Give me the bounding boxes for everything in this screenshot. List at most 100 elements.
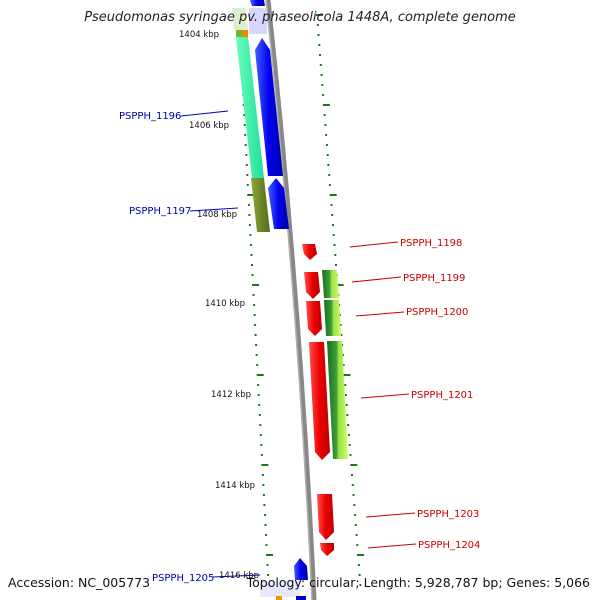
gene-arrow-PSPPH_1204[interactable] [320,543,334,556]
scale-tick-outer [335,264,337,266]
scale-tick-outer [323,114,326,116]
scale-label-1404: 1404 kbp [179,30,219,40]
cog-bar-1201 [327,341,348,459]
gene-label-PSPPH_1204[interactable]: PSPPH_1204 [418,540,480,551]
scale-tick-outer [321,84,324,86]
scale-tick-inner [248,224,251,226]
scale-tick-outer [322,94,325,96]
gene-label-PSPPH_1203[interactable]: PSPPH_1203 [417,509,479,520]
cog-bar-bottom-orange [276,596,282,600]
accession-text: Accession: NC_005773 [8,575,151,590]
scale-tick-outer [325,144,328,146]
scale-tick-inner [261,464,269,466]
scale-tick-inner [248,214,251,216]
leader-PSPPH_1205 [211,574,261,578]
gene-label-PSPPH_1200[interactable]: PSPPH_1200 [406,307,468,318]
scale-tick-outer [357,564,360,566]
leader-PSPPH_1200 [355,311,405,317]
scale-tick-inner [259,434,262,436]
scale-tick-inner [266,554,273,556]
scale-tick-outer [318,44,321,46]
scale-tick-outer [346,414,349,416]
scale-tick-outer [325,134,328,136]
scale-tick-outer [344,394,347,396]
scale-tick-outer [357,554,365,556]
scale-tick-outer [339,324,342,326]
gene-label-PSPPH_1199[interactable]: PSPPH_1199 [403,273,465,284]
scale-tick-inner [259,424,262,426]
scale-tick-outer [326,154,329,156]
gene-label-PSPPH_1201[interactable]: PSPPH_1201 [411,390,473,401]
scale-tick-inner [264,514,266,516]
gene-arrow-PSPPH_1200[interactable] [306,301,322,336]
leader-PSPPH_1203 [365,512,416,518]
gene-label-PSPPH_1196[interactable]: PSPPH_1196 [119,111,181,122]
cog-track-forward [322,270,348,459]
gene-arrow-bottom-pale [260,581,300,597]
gene-label-PSPPH_1197[interactable]: PSPPH_1197 [129,206,191,217]
genome-backbone [265,0,317,600]
scale-tick-inner [247,204,250,206]
scale-tick-inner [258,414,261,416]
scale-tick-outer [333,244,336,246]
scale-tick-inner [260,444,263,446]
gene-arrow-PSPPH_1198[interactable] [302,244,317,260]
cog-bar-1199 [322,270,339,298]
scale-tick-inner [245,164,248,166]
scale-tick-outer [359,584,362,586]
gene-arrow-PSPPH_1196[interactable] [255,38,283,176]
scale-tick-inner [256,374,264,376]
gene-arrow-bottom [296,596,306,600]
genome-backbone-highlight [265,0,313,600]
forward-strand-track [302,244,334,556]
gene-arrow-top [250,0,265,6]
scale-tick-inner [244,134,247,136]
gene-arrow-PSPPH_1201[interactable] [309,342,330,460]
gene-arrow-PSPPH_1203[interactable] [317,494,334,540]
scale-tick-inner [262,494,265,496]
scale-tick-outer [316,24,319,26]
gene-label-PSPPH_1205[interactable]: PSPPH_1205 [152,573,214,584]
scale-tick-inner [264,524,267,526]
scale-label-1414: 1414 kbp [215,481,255,491]
gene-arrow-PSPPH_1197[interactable] [268,178,289,229]
scale-tick-outer [354,524,357,526]
scale-tick-outer [331,214,334,216]
gene-arrow-top-pale [249,8,267,34]
scale-tick-outer [349,454,352,456]
cog-bar-olive [251,178,270,232]
scale-tick-inner [255,344,258,346]
scale-tick-inner [246,184,249,186]
cog-bar-top-light [232,8,248,30]
scale-tick-outer [332,224,334,226]
scale-tick-outer [356,544,359,546]
scale-tick-outer [340,334,343,336]
gene-label-PSPPH_1198[interactable]: PSPPH_1198 [400,238,462,249]
scale-tick-outer [342,364,345,366]
leader-PSPPH_1196 [180,110,229,117]
scale-tick-inner [265,534,267,536]
scale-tick-outer [329,194,337,196]
scale-tick-outer [319,54,321,56]
scale-tick-inner [258,404,261,406]
scale-tick-outer [351,484,354,486]
scale-tick-outer [345,404,348,406]
gene-arrow-PSPPH_1205[interactable] [294,558,308,580]
topology-text: Topology: circular; Length: 5,928,787 bp… [246,575,590,590]
scale-tick-outer [351,474,353,476]
gene-arrow-PSPPH_1199[interactable] [304,272,320,299]
scale-tick-outer [330,204,333,206]
scale-tick-inner [254,334,257,336]
scale-tick-inner [257,384,260,386]
scale-tick-inner [257,394,260,396]
cog-bar-top-green [236,30,242,37]
scale-label-1412: 1412 kbp [211,390,251,400]
scale-tick-inner [243,114,246,116]
scale-tick-outer [355,534,358,536]
scale-tick-outer [353,504,356,506]
scale-tick-inner [253,314,256,316]
scale-tick-inner [252,284,259,286]
cog-bar-top-orange [242,30,248,37]
scale-tick-outer [328,184,331,186]
